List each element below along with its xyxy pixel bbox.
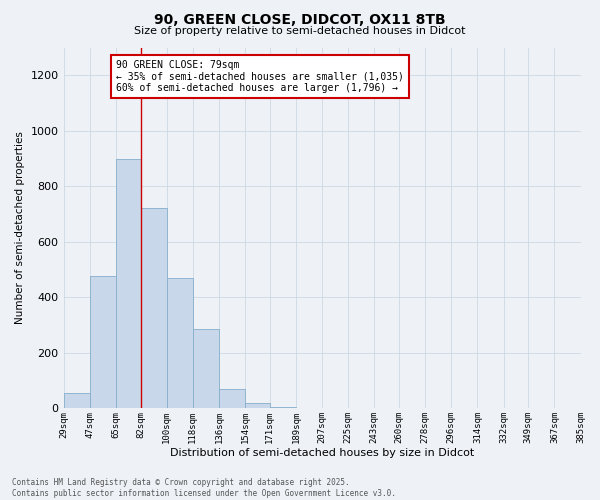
Bar xyxy=(140,208,167,408)
Text: Size of property relative to semi-detached houses in Didcot: Size of property relative to semi-detach… xyxy=(134,26,466,36)
Bar xyxy=(167,278,193,408)
Bar xyxy=(219,389,245,408)
Y-axis label: Number of semi-detached properties: Number of semi-detached properties xyxy=(15,132,25,324)
Text: 90, GREEN CLOSE, DIDCOT, OX11 8TB: 90, GREEN CLOSE, DIDCOT, OX11 8TB xyxy=(154,12,446,26)
Bar xyxy=(64,393,89,408)
Bar xyxy=(89,276,116,408)
Bar xyxy=(270,407,296,408)
Text: Contains HM Land Registry data © Crown copyright and database right 2025.
Contai: Contains HM Land Registry data © Crown c… xyxy=(12,478,396,498)
Bar xyxy=(245,403,270,408)
Text: 90 GREEN CLOSE: 79sqm
← 35% of semi-detached houses are smaller (1,035)
60% of s: 90 GREEN CLOSE: 79sqm ← 35% of semi-deta… xyxy=(116,60,404,93)
X-axis label: Distribution of semi-detached houses by size in Didcot: Distribution of semi-detached houses by … xyxy=(170,448,474,458)
Bar xyxy=(193,329,219,408)
Bar xyxy=(116,158,140,408)
